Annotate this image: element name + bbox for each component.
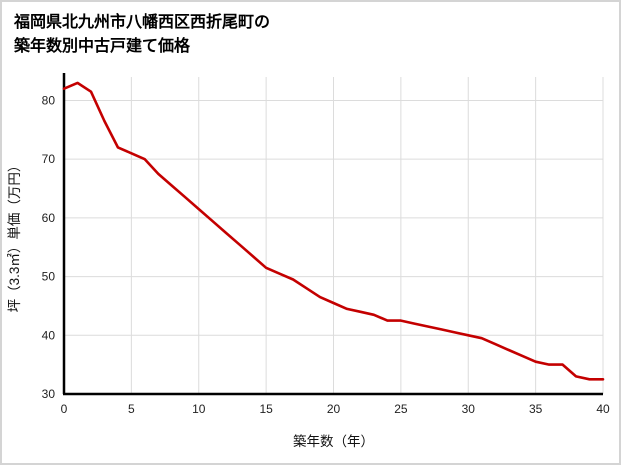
chart-title-line2: 築年数別中古戸建て価格: [14, 38, 191, 55]
y-tick-label: 50: [42, 270, 56, 284]
y-axis-title: 坪（3.3㎡）単価（万円）: [7, 159, 22, 313]
y-tick-label: 70: [42, 152, 56, 166]
x-tick-label: 10: [192, 402, 206, 416]
x-tick-label: 15: [259, 402, 273, 416]
x-tick-label: 30: [462, 402, 476, 416]
chart-area: 0 5 10 15 20 25 30 35 40 30 40 50 60 70 80 築年数（年） 坪（3.3㎡…: [2, 61, 619, 456]
price-by-age-line-chart: 0 5 10 15 20 25 30 35 40 30 40 50 60 70 80 築年数（年） 坪（3.3㎡…: [7, 73, 610, 449]
x-tick-label: 25: [394, 402, 408, 416]
y-tick-label: 30: [42, 387, 56, 401]
y-tick-label: 60: [42, 211, 56, 225]
price-line-series: [62, 81, 605, 381]
x-tick-label: 40: [596, 402, 610, 416]
x-tick-label: 0: [61, 402, 68, 416]
chart-title: 福岡県北九州市八幡西区西折尾町の 築年数別中古戸建て価格: [2, 2, 619, 59]
x-tick-label: 35: [529, 402, 543, 416]
x-axis-title: 築年数（年）: [293, 434, 374, 449]
y-tick-label: 80: [42, 93, 56, 107]
chart-title-line1: 福岡県北九州市八幡西区西折尾町の: [14, 14, 271, 31]
x-tick-label: 5: [128, 402, 135, 416]
x-tick-label: 20: [327, 402, 341, 416]
y-tick-label: 40: [42, 328, 56, 342]
